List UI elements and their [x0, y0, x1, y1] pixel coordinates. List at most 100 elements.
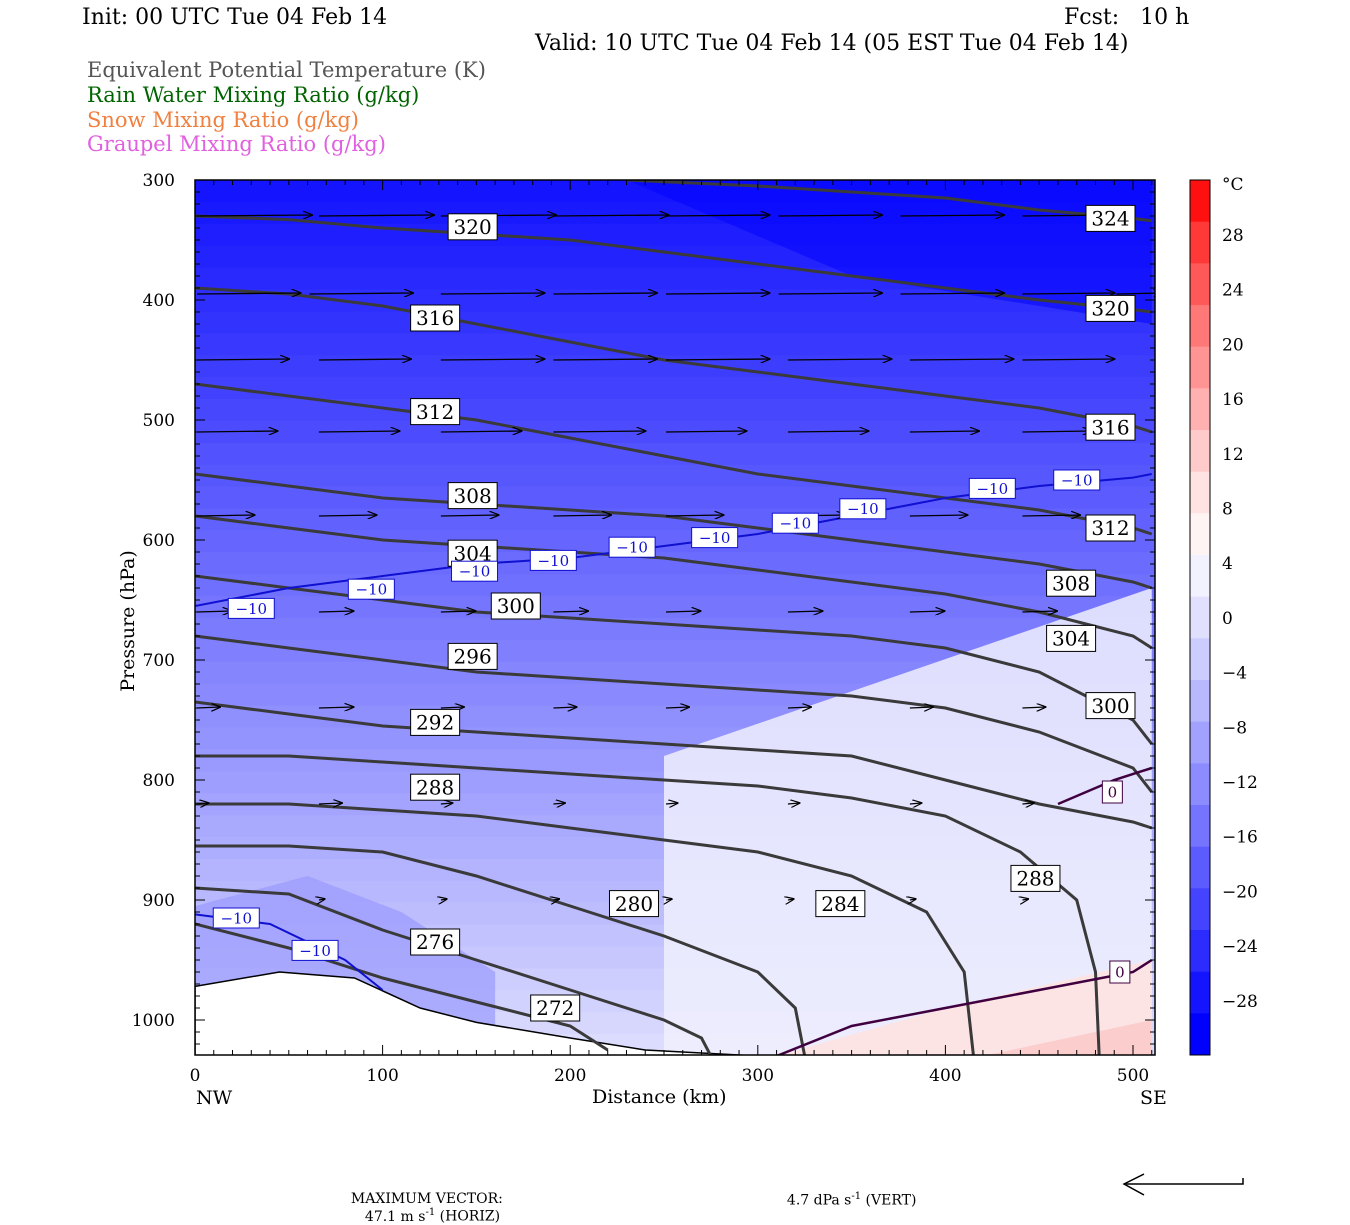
theta-e-contour	[195, 922, 609, 1052]
wind-vector	[440, 803, 453, 804]
theta-e-label-text: 320	[454, 215, 492, 239]
wind-vector	[196, 611, 232, 612]
x-tick-label: 0	[190, 1066, 201, 1086]
theta-e-label	[490, 592, 541, 620]
reference-vector-arrow	[1122, 1173, 1244, 1196]
theta-e-contour	[195, 514, 1153, 650]
wind-vector	[318, 515, 377, 516]
theta-e-label-text: 296	[454, 645, 492, 669]
isotherm-label	[968, 477, 1016, 499]
theta-e-label	[410, 304, 461, 332]
wind-vector	[787, 611, 823, 612]
wind-vector	[440, 515, 499, 516]
isotherm-label	[691, 527, 739, 549]
x-tick-label: 300	[742, 1066, 774, 1086]
temperature-band	[195, 311, 1155, 335]
colorbar-segment	[1190, 180, 1210, 223]
colorbar-segment	[1190, 555, 1210, 598]
isotherm-label-text: −10	[235, 600, 267, 618]
colorbar-label: −12	[1222, 773, 1258, 793]
theta-e-label-text: 308	[1052, 571, 1090, 595]
theta-e-label	[1085, 514, 1136, 542]
colorbar-label: −24	[1222, 937, 1258, 957]
wind-vector	[665, 707, 689, 708]
wind-vector	[553, 803, 565, 804]
x-axis-left-end: NW	[196, 1087, 233, 1109]
wind-vector	[196, 707, 220, 708]
wind-vector	[665, 515, 724, 516]
forecast-hour: Fcst: 10 h	[1064, 5, 1190, 30]
isotherm-zero-label-text: 0	[1108, 783, 1118, 801]
isotherm-label-text: −10	[459, 563, 491, 581]
colorbar-segment	[1190, 430, 1210, 473]
wind-vector	[1022, 611, 1056, 612]
wind-vector	[440, 431, 522, 432]
above-freezing-region	[780, 960, 1152, 1055]
theta-e-label	[1085, 294, 1136, 322]
near-zero-region	[664, 588, 1152, 1055]
y-tick-label: 1000	[132, 1011, 175, 1031]
x-tick-label: 200	[554, 1066, 586, 1086]
wind-vector	[665, 803, 678, 804]
colorbar-label: 12	[1222, 445, 1244, 465]
wind-vector	[665, 215, 770, 216]
wind-vector	[196, 431, 278, 432]
colorbar-label: −16	[1222, 828, 1258, 848]
isotherm-zero-lower	[776, 958, 1153, 1055]
isotherm-label-text: −10	[616, 539, 648, 557]
isotherm-label	[608, 536, 656, 558]
x-tick-label: 400	[929, 1066, 961, 1086]
colorbar-segment	[1190, 513, 1210, 556]
wind-vector	[440, 707, 464, 708]
wind-vector	[665, 359, 770, 360]
theta-e-label	[530, 994, 581, 1022]
wind-vector	[553, 359, 657, 360]
theta-e-label	[447, 642, 498, 670]
x-tick-label: 500	[1117, 1066, 1149, 1086]
wind-vector	[1022, 515, 1079, 516]
isotherm-zero-label	[1109, 960, 1131, 984]
y-tick-label: 500	[143, 411, 175, 431]
wind-vector	[318, 611, 354, 612]
wind-vector	[553, 215, 668, 216]
theta-e-label-text: 276	[416, 930, 454, 954]
colorbar-segment	[1190, 596, 1210, 639]
wind-vector	[1022, 359, 1114, 360]
colorbar-segment	[1190, 846, 1210, 889]
wind-vector	[787, 707, 811, 708]
isotherm-zero-upper	[1057, 766, 1153, 806]
theta-e-label-text: 300	[497, 594, 535, 618]
wind-vector	[309, 293, 414, 294]
wind-vector	[909, 431, 979, 432]
theta-e-label-text: 316	[1091, 415, 1129, 439]
wind-vector	[665, 611, 701, 612]
colorbar-segment	[1190, 305, 1210, 348]
wind-vector	[909, 803, 922, 804]
legend-theta-e: Equivalent Potential Temperature (K)	[87, 58, 486, 82]
isotherm-label-text: −10	[847, 500, 879, 518]
theta-e-label	[447, 213, 498, 241]
wind-vector	[909, 707, 933, 708]
isotherm-label-text: −10	[1061, 471, 1093, 489]
wind-vector	[665, 293, 770, 294]
wind-vector	[553, 515, 611, 516]
y-axis-title: Pressure (hPa)	[117, 550, 139, 692]
colorbar-segment	[1190, 221, 1210, 264]
temperature-band	[195, 639, 1155, 663]
theta-e-label-text: 288	[1016, 867, 1054, 891]
wind-vector	[1022, 707, 1045, 708]
isotherm-label-text: −10	[699, 529, 731, 547]
isotherm-label-text: −10	[976, 480, 1008, 498]
isotherm-label	[227, 597, 275, 619]
colorbar-label: −28	[1222, 992, 1258, 1012]
isotherm-zero-label-text: 0	[1115, 963, 1125, 981]
wind-vector	[1022, 803, 1033, 804]
theta-e-label	[815, 890, 866, 918]
colorbar-label: −20	[1222, 882, 1258, 902]
wind-vector	[196, 215, 312, 216]
theta-e-label	[1046, 624, 1097, 652]
theta-e-contour	[195, 382, 1153, 536]
wind-vector	[196, 293, 301, 294]
colorbar-segment	[1190, 346, 1210, 389]
valid-time: Valid: 10 UTC Tue 04 Feb 14 (05 EST Tue …	[535, 31, 1129, 56]
